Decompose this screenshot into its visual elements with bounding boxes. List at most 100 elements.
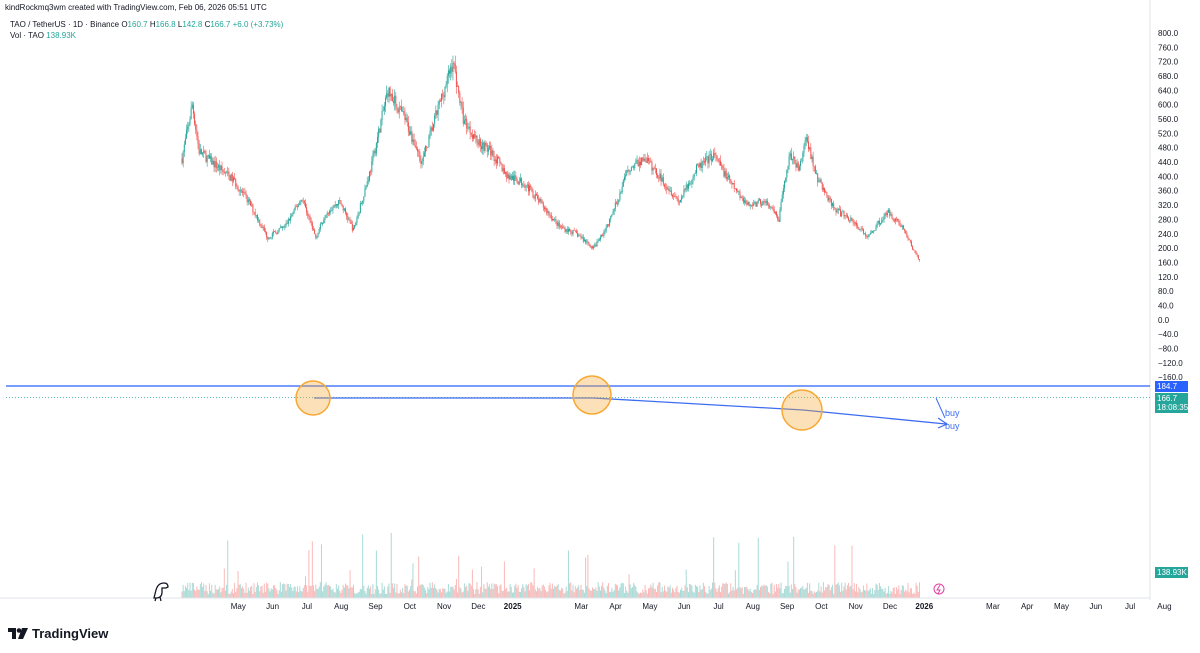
candle-body — [254, 212, 256, 216]
volume-bar — [713, 537, 715, 598]
volume-bar — [828, 584, 830, 598]
candle-body — [885, 213, 887, 215]
candle-body — [263, 227, 265, 231]
candle-body — [626, 170, 628, 176]
candle-body — [653, 167, 655, 169]
candle-body — [620, 191, 622, 193]
candle-body — [794, 156, 796, 164]
candle-body — [830, 198, 832, 206]
volume-bar — [574, 586, 576, 598]
dino-icon[interactable] — [153, 582, 169, 602]
tradingview-logo[interactable]: TradingView — [8, 626, 108, 641]
candle-body — [355, 222, 357, 225]
volume-bar — [693, 592, 695, 598]
volume-bar — [286, 583, 288, 598]
candle-body — [468, 126, 470, 128]
volume-bar — [687, 592, 689, 598]
drawings[interactable]: buy buy — [6, 375, 1150, 595]
volume-bar — [707, 593, 709, 598]
volume-label[interactable]: Vol · TAO — [10, 31, 44, 40]
candle-body — [582, 237, 584, 242]
candle-body — [200, 149, 202, 155]
candle-body — [707, 156, 709, 164]
time-tick: Jul — [302, 602, 312, 611]
candle-body — [785, 177, 787, 181]
volume-bar — [917, 591, 919, 598]
volume-bar — [793, 536, 795, 598]
volume-bar — [874, 590, 876, 598]
price-axis[interactable]: 800.0 760.0 720.0 680.0 640.0 600.0 560.0 520.0… — [1149, 0, 1183, 600]
volume-bar — [188, 590, 190, 598]
volume-bar — [246, 592, 248, 598]
price-tick: 760.0 — [1158, 43, 1179, 52]
time-tick: Nov — [849, 602, 863, 611]
volume-bar — [705, 591, 707, 598]
candle-body — [685, 184, 687, 191]
volume-bar — [550, 588, 552, 598]
replay-icon[interactable] — [933, 583, 945, 595]
volume-bar — [459, 587, 461, 598]
candle-body — [494, 159, 496, 162]
symbol-name[interactable]: TAO / TetherUS · 1D · Binance — [10, 20, 120, 29]
candle-body — [726, 177, 728, 179]
candle-body — [682, 196, 684, 197]
candle-body — [507, 174, 509, 179]
price-tick: −40.0 — [1158, 330, 1179, 339]
candle-body — [420, 160, 422, 164]
candle-body — [334, 204, 336, 207]
volume-bar — [447, 584, 449, 598]
candle-body — [789, 153, 791, 157]
candle-body — [397, 108, 399, 113]
candle-body — [650, 161, 652, 162]
volume-bar — [788, 585, 790, 598]
volume-bar — [494, 584, 496, 598]
volume-bar — [621, 582, 623, 598]
volume-bar — [251, 585, 253, 598]
time-axis[interactable]: May Jun Jul Aug Sep Oct Nov Dec 2025 Mar Apr May Jun… — [0, 597, 1172, 611]
low-circle-aug[interactable] — [295, 380, 331, 416]
volume-bar — [417, 586, 419, 598]
volume-bar — [794, 584, 796, 598]
volume-bar — [758, 590, 760, 598]
volume-bar — [752, 592, 754, 598]
volume-bar — [699, 585, 701, 598]
candle-body — [637, 159, 639, 167]
low-circle-apr[interactable] — [572, 375, 612, 415]
candle-body — [466, 119, 468, 129]
candle-body — [571, 231, 573, 234]
candle-body — [250, 200, 252, 206]
volume-bar — [198, 590, 200, 598]
candle-body — [756, 202, 758, 207]
candle-body — [441, 94, 443, 102]
volume-bar — [845, 589, 847, 598]
candle-body — [318, 228, 320, 233]
candle-body — [188, 124, 190, 127]
volume-bar — [458, 555, 460, 598]
volume-bar — [208, 583, 210, 598]
volume-bar — [196, 586, 198, 598]
candle-body — [605, 227, 607, 231]
volume-bar — [482, 592, 484, 598]
low-circle-oct[interactable] — [781, 389, 823, 431]
volume-bar — [748, 590, 750, 598]
candle-body — [769, 205, 771, 208]
candle-body — [715, 154, 717, 156]
volume-bar — [814, 592, 816, 598]
candle-body — [604, 230, 606, 233]
volume-bar — [619, 587, 621, 598]
volume-bar — [203, 583, 205, 598]
candle-body — [531, 187, 533, 192]
candle-body — [276, 232, 278, 234]
volume-bar — [438, 588, 440, 598]
candle-body — [522, 184, 524, 186]
candle-body — [380, 119, 382, 133]
candle-body — [218, 165, 220, 168]
candle-body — [674, 195, 676, 197]
candle-body — [264, 230, 266, 232]
candle-body — [585, 239, 587, 243]
volume-bar — [875, 583, 877, 598]
candle-body — [854, 222, 856, 224]
volume-bar — [427, 587, 429, 598]
trend-line[interactable] — [314, 397, 947, 425]
